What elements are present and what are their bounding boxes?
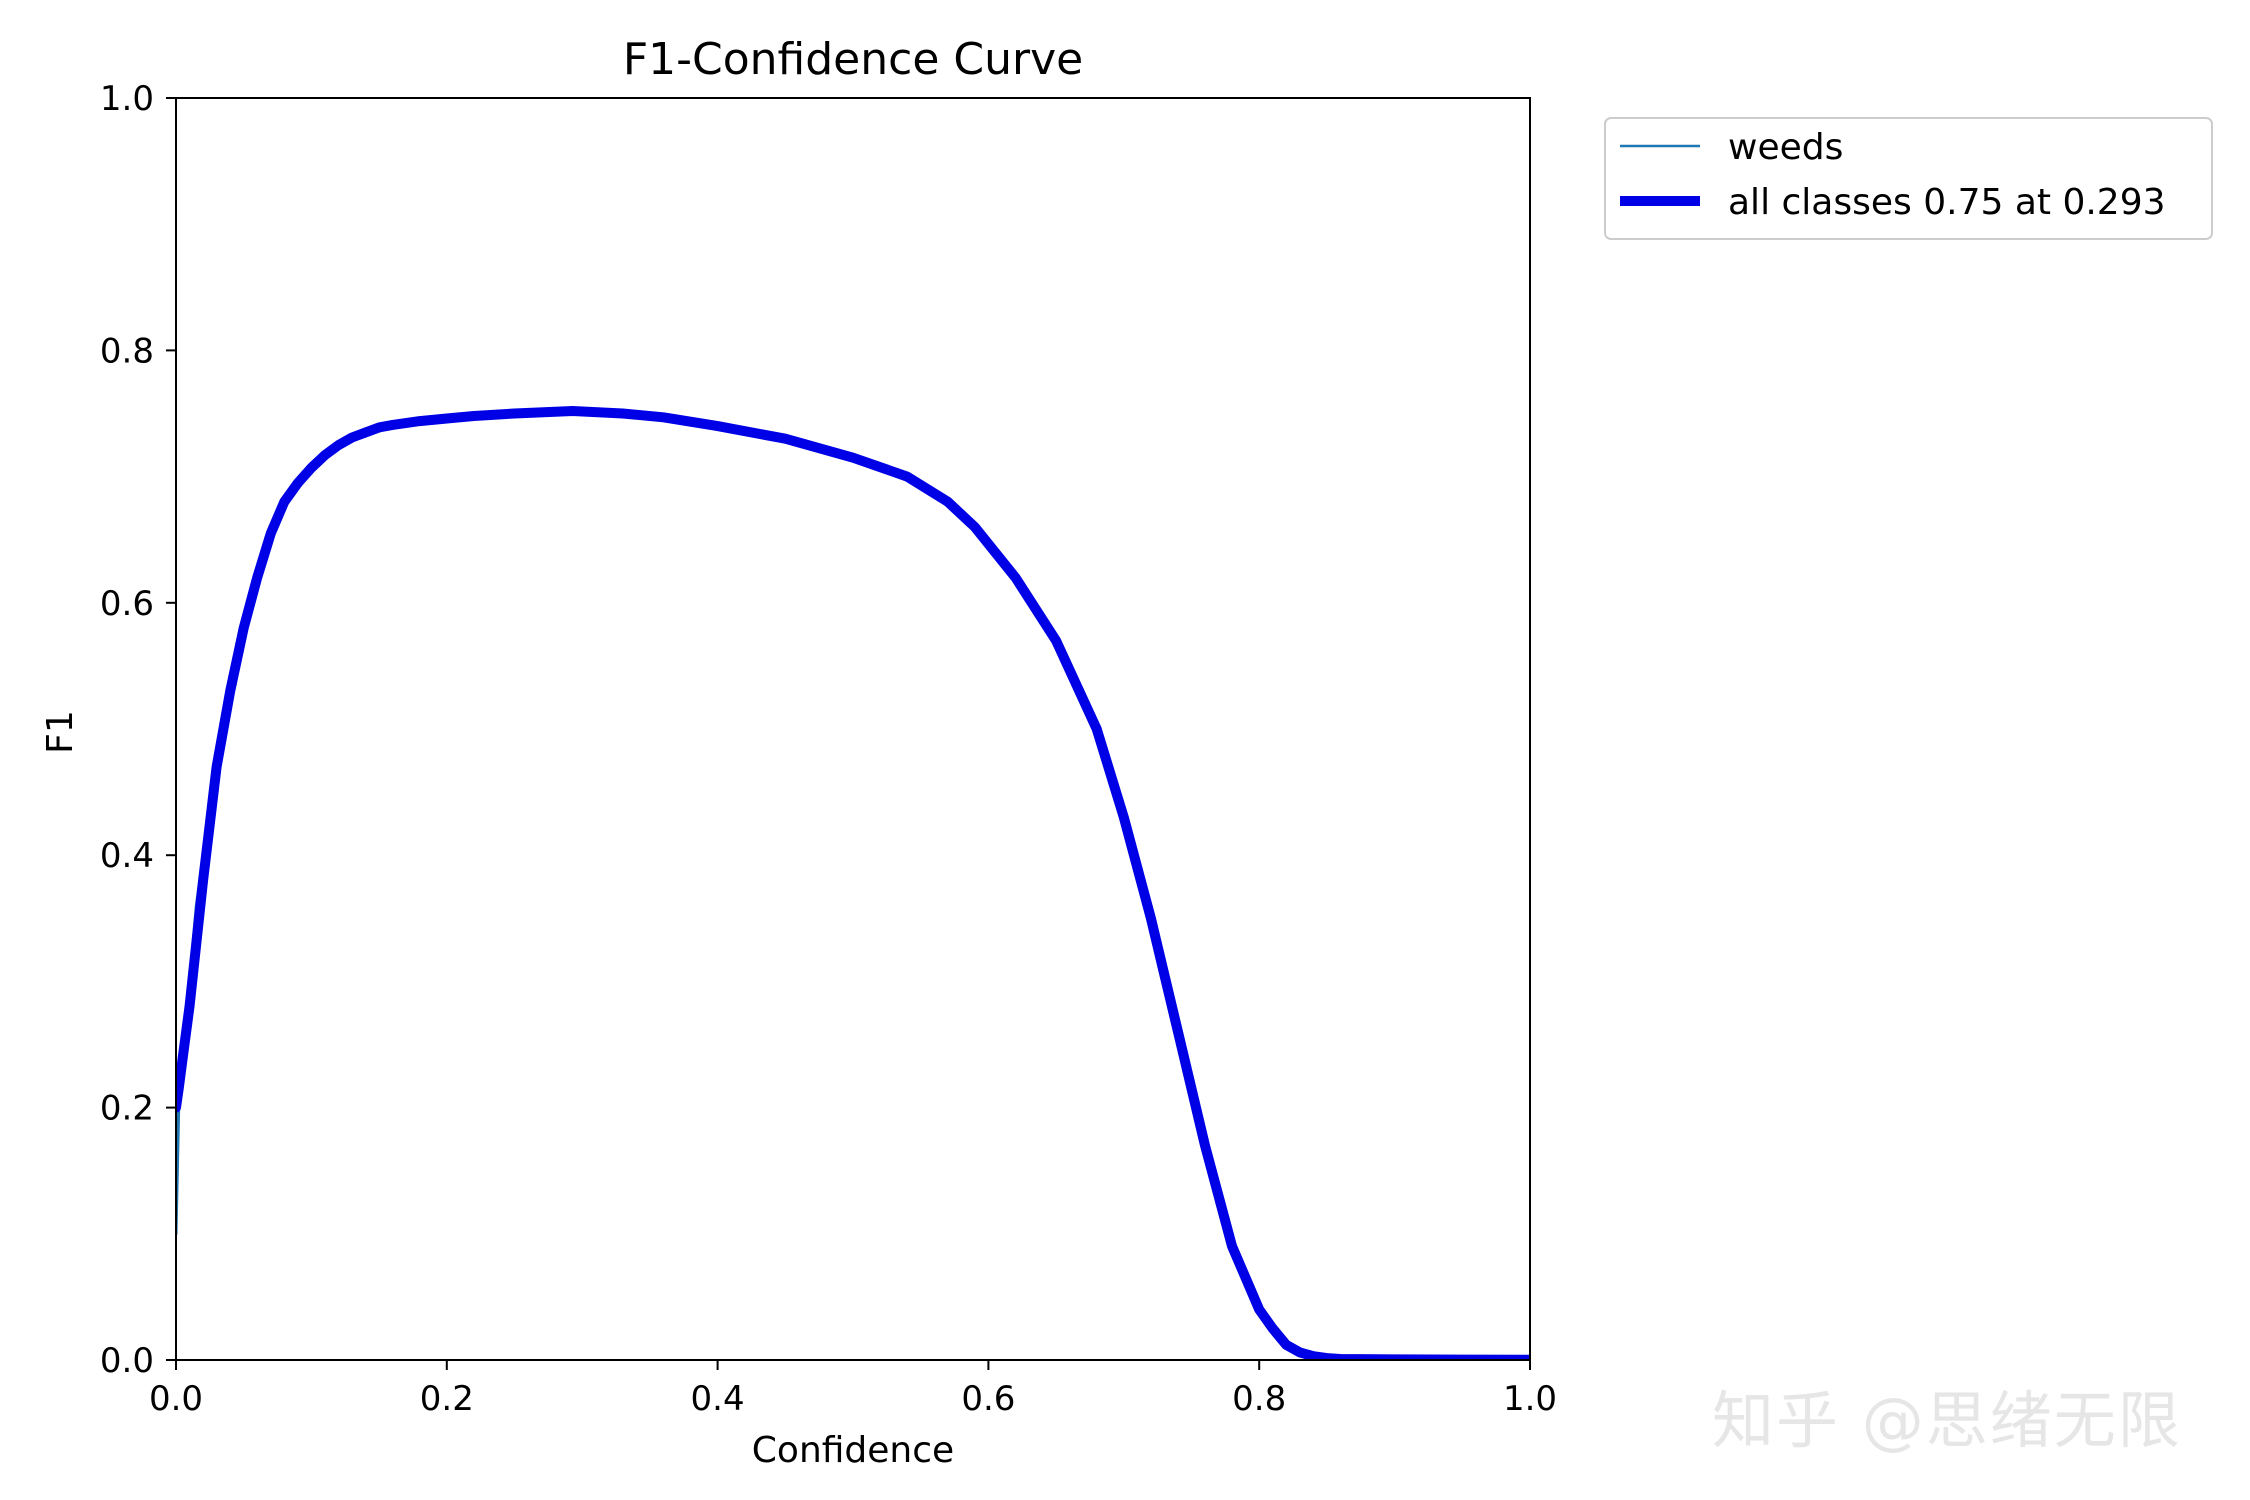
x-tick-label: 1.0 [1503, 1379, 1557, 1419]
x-tick-label: 0.2 [420, 1379, 474, 1419]
x-axis-ticks: 0.0 0.2 0.4 0.6 0.8 1.0 [149, 1360, 1557, 1419]
y-tick-label: 0.4 [100, 836, 154, 876]
x-tick-label: 0.6 [961, 1379, 1015, 1419]
series-line-all-classes [176, 406, 1530, 1360]
y-tick-label: 0.6 [100, 584, 154, 624]
x-tick-label: 0.4 [691, 1379, 745, 1419]
legend-label-all-classes: all classes 0.75 at 0.293 [1728, 182, 2166, 223]
x-tick-label: 0.8 [1232, 1379, 1286, 1419]
y-axis-ticks: 0.0 0.2 0.4 0.6 0.8 1.0 [100, 79, 176, 1381]
watermark-text: 知乎 @思绪无限 [1712, 1384, 2182, 1457]
plot-lines [176, 406, 1530, 1360]
y-tick-label: 0.2 [100, 1089, 154, 1129]
x-tick-label: 0.0 [149, 1379, 203, 1419]
x-axis-label: Confidence [752, 1430, 954, 1471]
y-tick-label: 1.0 [100, 79, 154, 119]
y-tick-label: 0.0 [100, 1341, 154, 1381]
series-line-weeds [176, 409, 1530, 1360]
legend: weeds all classes 0.75 at 0.293 [1604, 117, 2213, 240]
axes-frame [175, 97, 1531, 1361]
y-tick-label: 0.8 [100, 331, 154, 371]
y-axis-label: F1 [40, 710, 81, 754]
legend-label-weeds: weeds [1728, 127, 1843, 168]
chart-title: F1-Confidence Curve [623, 34, 1083, 85]
legend-box [1604, 117, 2213, 240]
